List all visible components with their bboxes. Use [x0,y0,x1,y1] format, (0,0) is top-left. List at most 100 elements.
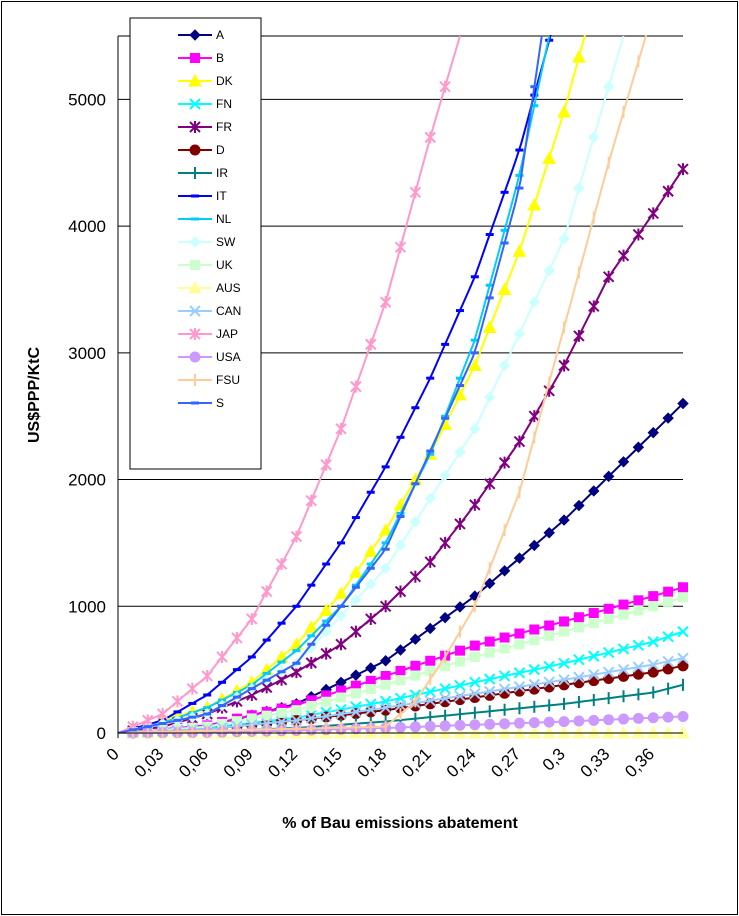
data-point [632,639,645,652]
data-point [662,185,674,198]
legend-marker [189,144,201,156]
data-point [529,635,540,646]
x-tick-label: 0,21 [398,744,435,781]
data-point [528,717,540,729]
data-point [602,646,615,659]
data-point [409,186,422,199]
y-tick-label: 3000 [68,344,106,363]
data-point [394,644,407,656]
data-point [454,446,466,458]
data-point [558,716,570,728]
data-point [469,651,480,662]
data-point [320,710,332,722]
data-point [335,610,347,622]
data-point [469,423,481,435]
data-point [454,601,466,613]
x-tick-label: 0,33 [577,744,614,781]
data-point [424,622,436,635]
data-point [588,485,600,497]
x-tick-label: 0,18 [354,744,391,781]
data-point [335,422,347,435]
legend-item-s: S [178,396,224,410]
x-tick-label: 0,36 [621,744,658,781]
axes [117,36,683,734]
data-point [498,683,511,695]
legend-item-sw: SW [178,235,236,249]
legend-marker [189,29,201,41]
data-point [469,498,481,511]
legend-label: IR [216,166,228,180]
data-point [514,628,525,639]
data-point [559,626,570,637]
data-point [677,397,689,410]
data-point [633,605,644,616]
data-point [663,596,674,607]
legend-label: A [216,28,224,42]
data-point [469,688,481,700]
data-point [512,244,527,257]
data-point [588,714,600,726]
data-point [410,670,421,681]
legend-marker [189,236,201,248]
data-point [513,681,526,693]
data-point [514,639,525,650]
data-point [662,711,674,723]
data-point [618,713,630,725]
data-point [156,707,169,720]
data-point [394,699,407,712]
data-point [380,679,391,690]
data-point [662,412,674,424]
x-tick-label: 0,03 [131,744,168,781]
data-point [603,613,614,624]
x-axis-ticks: 0 0,03 0,06 0,09 0,12 0,15 0,18 0,21 0,24 0,27 0,3… [103,733,658,781]
data-point [365,662,377,674]
data-point [365,338,377,351]
data-point [439,80,451,93]
data-point [454,679,466,692]
data-point [260,717,273,729]
data-point [632,661,645,673]
data-point [394,241,407,254]
data-point [350,625,362,638]
legend-item-b: B [178,51,224,65]
data-point [261,710,272,721]
legend-label: B [216,51,224,65]
x-tick-label: 0,15 [309,744,346,781]
legend-label: D [216,143,225,157]
data-point [602,80,615,93]
data-point [498,565,511,577]
data-point [454,645,465,656]
data-point [573,499,585,512]
data-point [454,517,466,530]
data-point [543,264,555,277]
data-point [336,692,347,703]
data-point [573,182,585,194]
data-point [275,716,288,728]
data-point [678,592,688,603]
legend-label: FR [216,120,232,134]
data-point [350,380,362,393]
data-point [409,721,421,733]
x-axis-title: % of Bau emissions abatement [282,815,518,832]
data-point [186,682,199,695]
data-point [469,676,481,689]
legend-marker [190,53,200,63]
data-point [395,675,406,686]
data-point [573,677,585,689]
legend-label: FN [216,97,232,111]
data-point [573,329,585,342]
data-point [201,669,213,682]
legend-item-nl: NL [178,212,232,226]
data-point [648,591,659,602]
data-point [602,666,615,678]
legend: AB DK FN FR D IR IT NL SW UK AUS CAN JAP USA FSU S [129,17,262,470]
legend-label: AUS [216,281,241,295]
data-point [305,494,317,507]
data-point [602,270,615,283]
data-point [439,720,451,732]
data-point [424,694,436,707]
data-point [498,456,511,469]
data-point [528,663,541,676]
x-tick-label: 0,06 [175,744,212,781]
data-point [542,151,557,165]
